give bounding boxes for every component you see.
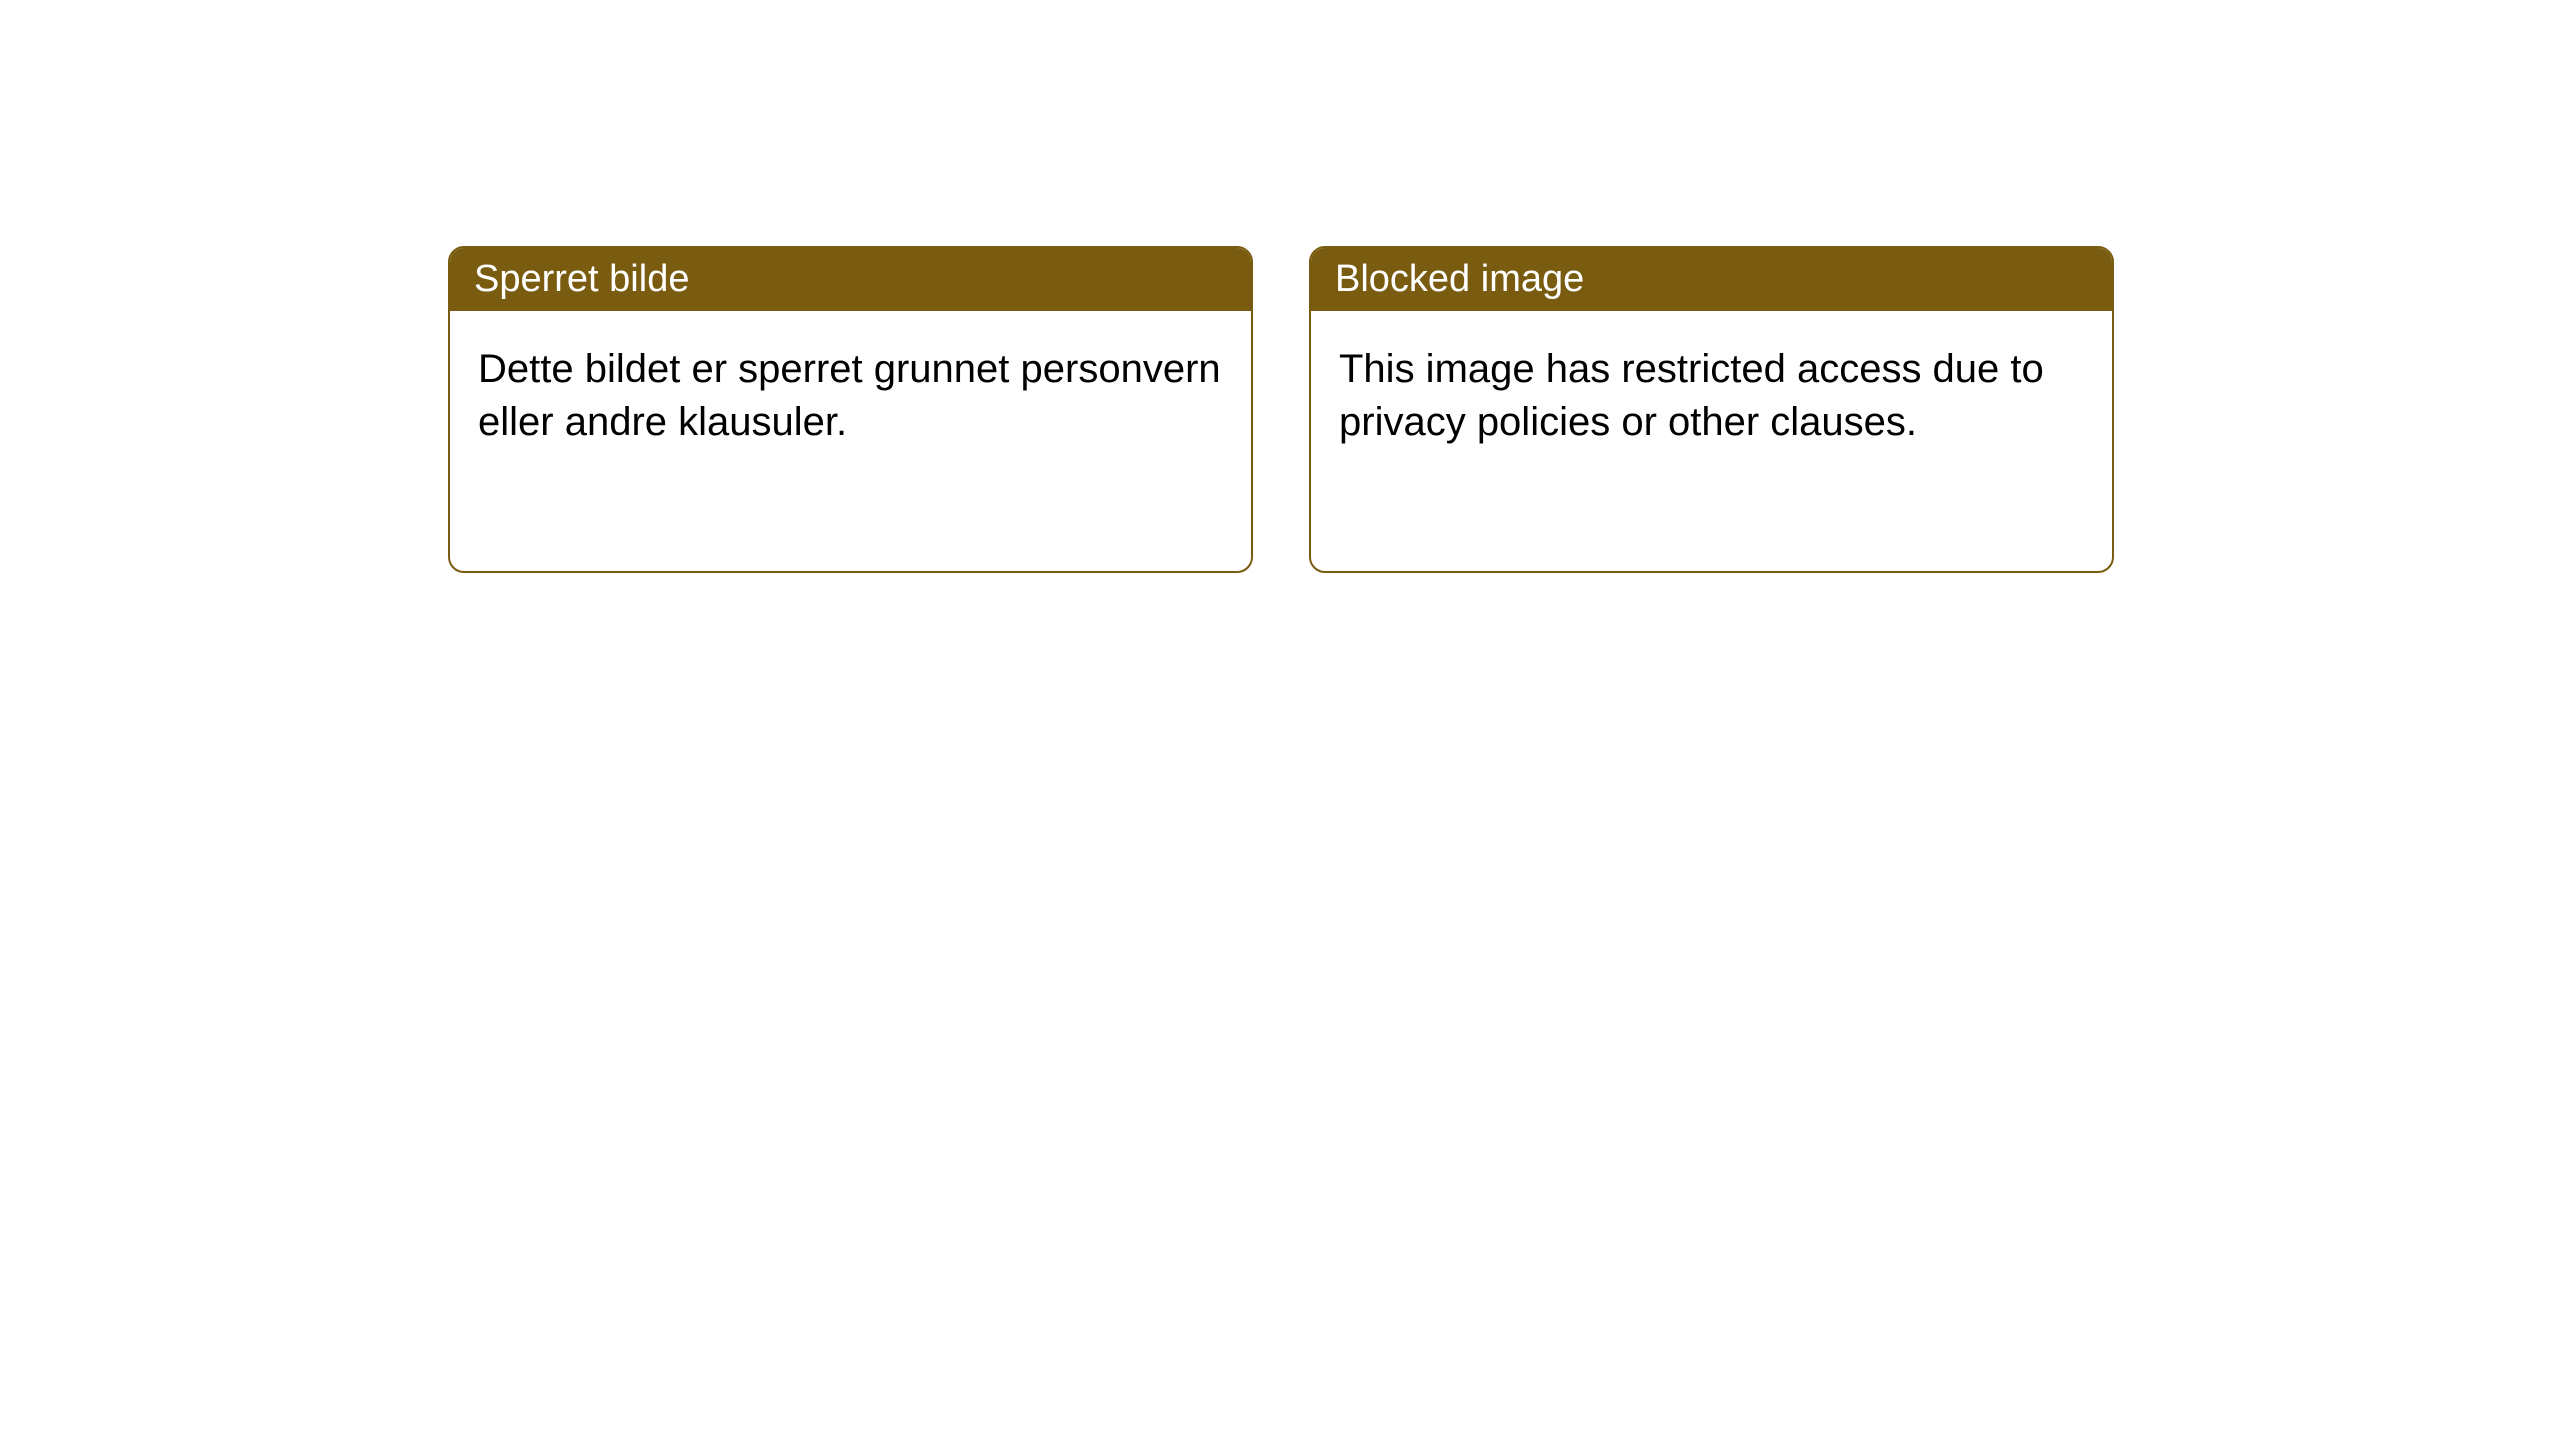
notice-body: Dette bildet er sperret grunnet personve… [450,311,1251,571]
notice-card-norwegian: Sperret bilde Dette bildet er sperret gr… [448,246,1253,573]
notice-header: Sperret bilde [450,248,1251,311]
notice-body: This image has restricted access due to … [1311,311,2112,571]
notice-header: Blocked image [1311,248,2112,311]
notice-card-english: Blocked image This image has restricted … [1309,246,2114,573]
notice-container: Sperret bilde Dette bildet er sperret gr… [0,0,2560,573]
